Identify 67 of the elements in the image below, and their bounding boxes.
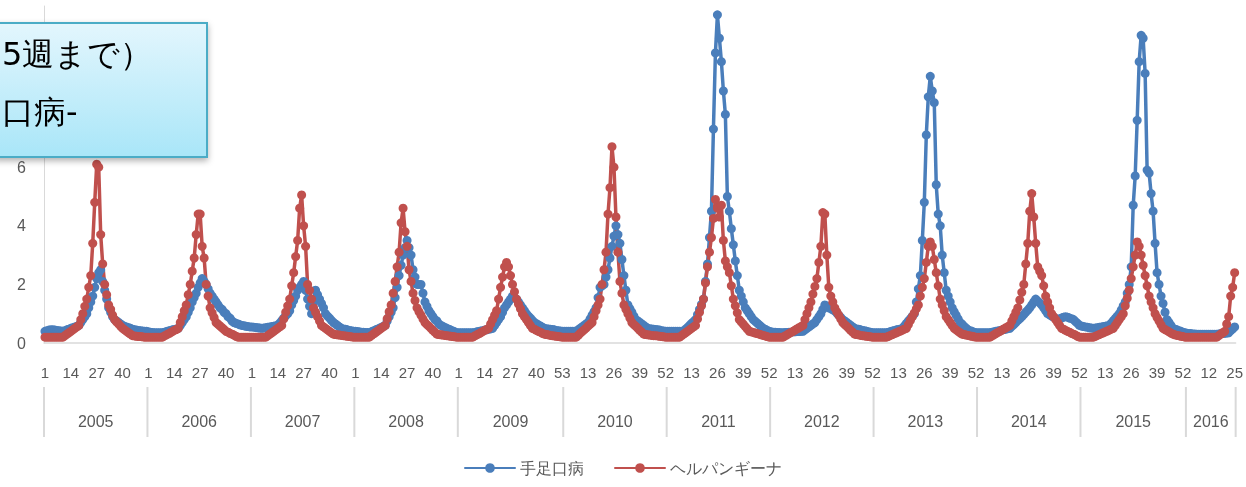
x-tick-label: 39: [631, 364, 649, 381]
text: 2006: [181, 412, 218, 430]
x-tick-label: 40: [217, 364, 235, 381]
x-tick-label: 27: [502, 364, 519, 381]
x-tick-label: 12: [1200, 364, 1218, 381]
text: 2013: [907, 412, 944, 430]
x-tick-label: 26: [812, 364, 830, 381]
x-tick-label: 40: [424, 364, 442, 381]
x-tick-label: 26: [709, 364, 726, 381]
x-tick-label: 13: [786, 364, 804, 381]
x-tick-label: 39: [941, 364, 959, 381]
x-tick-label: 27: [398, 364, 416, 381]
x-tick-label: 13: [890, 364, 907, 381]
x-tick-label: 39: [734, 364, 752, 381]
x-tick-label: 26: [1122, 364, 1140, 381]
x-tick-label: 27: [191, 364, 209, 381]
x-tick-label: 26: [605, 364, 623, 381]
x-tick-label: 40: [528, 364, 545, 381]
x-tick-label: 1: [454, 364, 463, 381]
x-tick-label: 27: [88, 364, 106, 381]
x-tick-label: 52: [864, 364, 881, 381]
x-tick-label: 52: [1071, 364, 1088, 381]
x-tick-label: 1: [351, 364, 360, 381]
text: 2007: [284, 412, 321, 430]
x-tick-label: 52: [657, 364, 675, 381]
x-tick-label: 52: [1174, 364, 1192, 381]
x-tick-label: 14: [372, 364, 390, 381]
x-tick-label: 52: [760, 364, 778, 381]
x-tick-label: 13: [683, 364, 700, 381]
x-tick-label: 39: [1148, 364, 1166, 381]
x-tick-label: 1: [247, 364, 257, 381]
legend-label: ヘルパンギーナ: [670, 458, 782, 478]
x-tick-label: 25: [1226, 364, 1243, 381]
x-tick-label: 1: [144, 364, 153, 381]
x-tick-label: 27: [295, 364, 312, 381]
text: 5週まで）: [2, 35, 153, 73]
text: 2009: [492, 412, 529, 430]
text: 2012: [804, 412, 840, 430]
x-tick-label: 13: [1097, 364, 1114, 381]
x-tick-label: 13: [579, 364, 597, 381]
x-tick-label: 14: [165, 364, 183, 381]
x-tick-label: 53: [553, 364, 571, 381]
y-tick-label: 2: [17, 275, 27, 293]
x-tick-label: 26: [915, 364, 933, 381]
text: 2008: [388, 412, 424, 430]
text: 2010: [597, 412, 633, 430]
text: 口病-: [2, 93, 78, 131]
text: 2014: [1010, 412, 1047, 430]
text: 2016: [1192, 412, 1229, 430]
x-tick-label: 13: [993, 364, 1011, 381]
x-tick-label: 39: [838, 364, 856, 381]
x-tick-label: 14: [269, 364, 287, 381]
x-tick-label: 1: [40, 364, 50, 381]
text: 2015: [1115, 412, 1152, 430]
x-tick-label: 26: [1019, 364, 1037, 381]
x-tick-label: 40: [114, 364, 131, 381]
y-tick-label: 0: [17, 334, 27, 352]
text: 2011: [701, 412, 736, 430]
text: 2005: [77, 412, 114, 430]
x-tick-label: 39: [1045, 364, 1062, 381]
x-tick-label: 14: [62, 364, 80, 381]
x-tick-label: 40: [321, 364, 338, 381]
x-tick-label: 14: [476, 364, 493, 381]
y-tick-label: 4: [17, 217, 27, 235]
legend-label: 手足口病: [520, 458, 584, 478]
y-tick-label: 6: [17, 158, 27, 176]
x-tick-label: 52: [967, 364, 985, 381]
